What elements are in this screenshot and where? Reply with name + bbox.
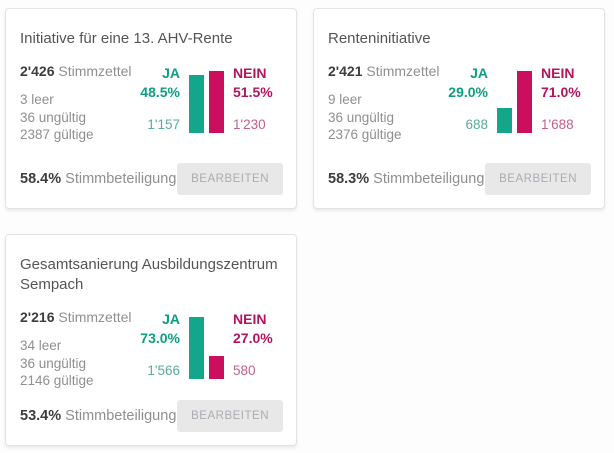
- ja-count: 1'157: [147, 117, 180, 132]
- vote-card-ahv-rente: Initiative für eine 13. AHV-Rente 2'426 …: [5, 8, 297, 209]
- ja-count: 1'566: [147, 363, 180, 378]
- ballot-stats: 2'216 Stimmzettel 34 leer 36 ungültig 21…: [20, 309, 132, 390]
- nein-bar: [209, 71, 224, 133]
- ja-block: JA 29.0%: [442, 65, 488, 100]
- ballots-count: 2'216: [20, 309, 55, 325]
- nein-column: NEIN 71.0% 1'688: [541, 65, 587, 133]
- ballots-label: Stimmzettel: [58, 63, 132, 79]
- ja-label: JA: [162, 311, 180, 327]
- ballots-total: 2'216 Stimmzettel: [20, 309, 132, 325]
- ballot-stats: 2'426 Stimmzettel 3 leer 36 ungültig 238…: [20, 63, 132, 144]
- card-footer: 58.4% Stimmbeteiligung BEARBEITEN: [19, 163, 283, 195]
- ja-label: JA: [162, 65, 180, 81]
- empty-ballots: 3 leer: [20, 92, 54, 107]
- nein-percent: 51.5%: [233, 84, 273, 100]
- nein-count: 1'688: [541, 117, 574, 132]
- ja-percent: 48.5%: [140, 84, 180, 100]
- nein-count: 1'230: [233, 117, 266, 132]
- nein-count: 580: [233, 363, 256, 378]
- ja-column: JA 73.0% 1'566: [134, 311, 180, 379]
- vote-card-renteninitiative: Renteninitiative 2'421 Stimmzettel 9 lee…: [313, 8, 605, 209]
- vote-card-ausbildungszentrum: Gesamtsanierung Ausbildungszentrum Sempa…: [5, 234, 297, 446]
- participation-percent: 58.4%: [20, 171, 62, 187]
- nein-percent: 71.0%: [541, 84, 581, 100]
- bars: [189, 317, 224, 379]
- ballot-stats: 2'421 Stimmzettel 9 leer 36 ungültig 237…: [328, 63, 440, 144]
- bars: [497, 71, 532, 133]
- card-footer: 58.3% Stimmbeteiligung BEARBEITEN: [327, 163, 591, 195]
- ballots-label: Stimmzettel: [58, 309, 132, 325]
- nein-column: NEIN 27.0% 580: [233, 311, 279, 379]
- nein-bar: [209, 356, 224, 379]
- bars: [189, 71, 224, 133]
- ja-count: 688: [465, 117, 488, 132]
- participation: 58.3% Stimmbeteiligung: [328, 171, 484, 187]
- nein-block: NEIN 71.0%: [541, 65, 587, 100]
- edit-button[interactable]: BEARBEITEN: [177, 163, 283, 195]
- edit-button[interactable]: BEARBEITEN: [485, 163, 591, 195]
- invalid-ballots: 36 ungültig: [328, 109, 395, 125]
- nein-label: NEIN: [233, 311, 267, 327]
- card-body: 2'426 Stimmzettel 3 leer 36 ungültig 238…: [19, 63, 283, 144]
- invalid-ballots: 36 ungültig: [20, 355, 87, 371]
- nein-percent: 27.0%: [233, 330, 273, 346]
- valid-ballots: 2146 gültige: [20, 373, 94, 388]
- card-footer: 53.4% Stimmbeteiligung BEARBEITEN: [19, 400, 283, 432]
- ja-bar: [189, 75, 204, 133]
- nein-column: NEIN 51.5% 1'230: [233, 65, 279, 133]
- yes-no-bar-chart: JA 48.5% 1'157 NEIN 51.5% 1'230: [134, 65, 279, 133]
- participation: 58.4% Stimmbeteiligung: [20, 171, 176, 187]
- participation: 53.4% Stimmbeteiligung: [20, 408, 176, 424]
- ja-column: JA 29.0% 688: [442, 65, 488, 133]
- ballots-label: Stimmzettel: [366, 63, 440, 79]
- nein-label: NEIN: [541, 65, 575, 81]
- valid-ballots: 2387 gültige: [20, 127, 94, 142]
- ja-percent: 73.0%: [140, 330, 180, 346]
- ballots-total: 2'426 Stimmzettel: [20, 63, 132, 79]
- edit-button[interactable]: BEARBEITEN: [177, 400, 283, 432]
- nein-block: NEIN 27.0%: [233, 311, 279, 346]
- yes-no-bar-chart: JA 73.0% 1'566 NEIN 27.0% 580: [134, 311, 279, 379]
- empty-ballots: 9 leer: [328, 92, 362, 107]
- card-body: 2'216 Stimmzettel 34 leer 36 ungültig 21…: [19, 309, 283, 390]
- ja-bar: [189, 317, 204, 379]
- ja-block: JA 48.5%: [134, 65, 180, 100]
- nein-bar: [517, 71, 532, 133]
- participation-percent: 53.4%: [20, 408, 62, 424]
- ja-percent: 29.0%: [448, 84, 488, 100]
- ballots-count: 2'421: [328, 63, 363, 79]
- nein-label: NEIN: [233, 65, 267, 81]
- participation-label: Stimmbeteiligung: [65, 171, 177, 187]
- vote-title: Renteninitiative: [328, 30, 431, 47]
- card-body: 2'421 Stimmzettel 9 leer 36 ungültig 237…: [327, 63, 591, 144]
- ja-block: JA 73.0%: [134, 311, 180, 346]
- participation-label: Stimmbeteiligung: [373, 171, 485, 187]
- valid-ballots: 2376 gültige: [328, 127, 402, 142]
- invalid-ballots: 36 ungültig: [20, 109, 87, 125]
- participation-label: Stimmbeteiligung: [65, 408, 177, 424]
- vote-title: Initiative für eine 13. AHV-Rente: [20, 30, 233, 47]
- vote-title: Gesamtsanierung Ausbildungszentrum Sempa…: [20, 256, 278, 293]
- empty-ballots: 34 leer: [20, 338, 62, 353]
- participation-percent: 58.3%: [328, 171, 370, 187]
- ballots-total: 2'421 Stimmzettel: [328, 63, 440, 79]
- nein-block: NEIN 51.5%: [233, 65, 279, 100]
- yes-no-bar-chart: JA 29.0% 688 NEIN 71.0% 1'688: [442, 65, 587, 133]
- ja-label: JA: [470, 65, 488, 81]
- ja-bar: [497, 108, 512, 133]
- ja-column: JA 48.5% 1'157: [134, 65, 180, 133]
- ballots-count: 2'426: [20, 63, 55, 79]
